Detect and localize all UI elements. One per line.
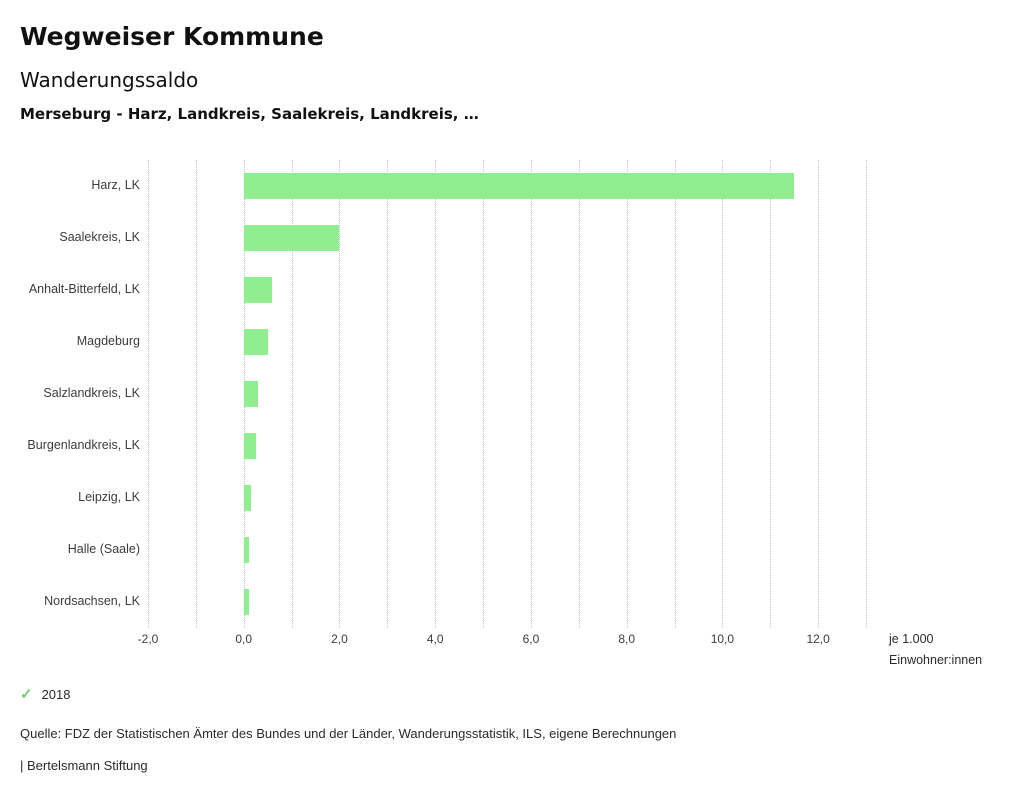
category-label: Anhalt-Bitterfeld, LK — [28, 282, 140, 297]
bar-row — [148, 420, 866, 472]
bar-row — [148, 524, 866, 576]
legend-item-2018[interactable]: ✓ 2018 — [20, 687, 71, 702]
bar-burgenlandkreis-lk[interactable] — [243, 433, 256, 459]
x-tick-label: -2,0 — [137, 632, 159, 646]
category-label: Burgenlandkreis, LK — [27, 438, 140, 453]
bar-halle-saale-[interactable] — [243, 537, 250, 563]
gridline — [578, 160, 580, 628]
x-axis-ticks: -2,0 0,0 2,0 4,0 6,0 8,0 10,0 12,0 — [138, 632, 866, 648]
bar-rows — [148, 160, 866, 628]
chart-title: Wanderungssaldo — [20, 68, 199, 92]
category-label: Leipzig, LK — [78, 490, 140, 505]
gridline — [195, 160, 197, 628]
x-tick-label: 6,0 — [522, 632, 540, 646]
category-label: Halle (Saale) — [67, 542, 140, 557]
x-tick-label: 2,0 — [331, 632, 348, 646]
y-axis-labels: Harz, LK Saalekreis, LK Anhalt-Bitterfeld,… — [0, 160, 140, 628]
bar-row — [148, 316, 866, 368]
x-tick-label: 10,0 — [710, 632, 735, 646]
legend-label: 2018 — [41, 687, 71, 702]
bar-nordsachsen-lk[interactable] — [243, 589, 250, 615]
gridline — [530, 160, 532, 628]
bar-leipzig-lk[interactable] — [243, 485, 251, 511]
axis-unit-line2: Einwohner:innen — [889, 653, 983, 668]
category-label: Salzlandkreis, LK — [43, 386, 140, 401]
gridline — [818, 160, 820, 628]
x-tick-label: 12,0 — [806, 632, 830, 646]
gridline — [866, 160, 867, 628]
gridline — [483, 160, 485, 628]
brand-note: | Bertelsmann Stiftung — [20, 758, 148, 773]
bar-magdeburg[interactable] — [243, 329, 268, 355]
gridline — [770, 160, 772, 628]
bar-anhalt-bitterfeld-lk[interactable] — [243, 277, 273, 303]
x-tick-label: 4,0 — [426, 632, 444, 646]
bar-saalekreis-lk[interactable] — [243, 225, 340, 251]
check-icon: ✓ — [20, 686, 33, 703]
chart-selection-subtitle: Merseburg - Harz, Landkreis, Saalekreis,… — [20, 105, 479, 123]
bar-harz-lk[interactable] — [243, 173, 795, 199]
bar-row — [148, 368, 866, 420]
category-label: Magdeburg — [76, 334, 140, 349]
gridline — [148, 160, 149, 628]
gridline — [291, 160, 293, 628]
bar-row — [148, 264, 866, 316]
bar-row — [148, 472, 866, 524]
gridline — [435, 160, 437, 628]
category-label: Harz, LK — [91, 178, 140, 193]
plot-area — [148, 160, 867, 628]
page-title: Wegweiser Kommune — [20, 22, 324, 51]
bar-row — [148, 576, 866, 628]
axis-unit-label: je 1.000 Einwohner:innen — [889, 629, 982, 672]
gridline — [626, 160, 628, 628]
gridline — [674, 160, 676, 628]
gridline — [339, 160, 341, 628]
gridline — [387, 160, 389, 628]
bar-row — [148, 160, 866, 212]
x-tick-label: 8,0 — [618, 632, 635, 646]
axis-unit-line1: je 1.000 — [889, 632, 934, 646]
x-tick-label: 0,0 — [235, 632, 253, 646]
bar-salzlandkreis-lk[interactable] — [243, 381, 259, 407]
category-label: Saalekreis, LK — [59, 230, 140, 245]
bar-row — [148, 212, 866, 264]
gridline — [722, 160, 724, 628]
category-label: Nordsachsen, LK — [44, 594, 140, 609]
source-note: Quelle: FDZ der Statistischen Ämter des … — [20, 726, 677, 741]
